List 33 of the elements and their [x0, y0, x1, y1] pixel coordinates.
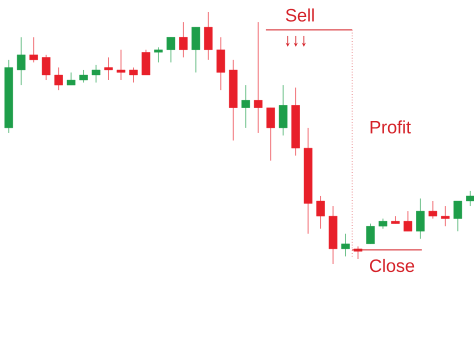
candlestick	[254, 22, 262, 134]
candlestick	[129, 66, 138, 84]
candlestick	[116, 49, 126, 80]
candlestick	[42, 54, 50, 80]
candlestick	[454, 200, 462, 232]
candlestick	[428, 200, 438, 220]
candlestick	[104, 56, 113, 80]
candlestick	[341, 233, 350, 257]
candlestick	[166, 36, 176, 63]
candlestick	[378, 218, 388, 230]
candlestick	[216, 36, 226, 91]
candlestick	[54, 66, 63, 91]
candlestick	[241, 84, 250, 128]
candlestick	[79, 70, 88, 84]
candlestick	[179, 22, 188, 58]
candlestick	[92, 64, 100, 84]
candlestick	[316, 196, 325, 230]
candlestick	[441, 206, 450, 227]
candlestick	[29, 36, 38, 63]
annotation: Profit	[370, 120, 411, 134]
candlestick	[404, 210, 412, 232]
candlestick	[192, 26, 200, 73]
candlestick	[16, 36, 26, 86]
candlestick	[66, 72, 76, 86]
candlestick	[366, 223, 375, 244]
annotation: Close	[370, 258, 414, 272]
candlestick	[204, 12, 213, 60]
candlestick	[278, 84, 288, 136]
annotation: Sell	[286, 8, 314, 22]
candlestick	[416, 198, 425, 240]
candlestick	[142, 49, 150, 76]
candlestick	[154, 46, 163, 63]
candlestick	[266, 107, 275, 162]
